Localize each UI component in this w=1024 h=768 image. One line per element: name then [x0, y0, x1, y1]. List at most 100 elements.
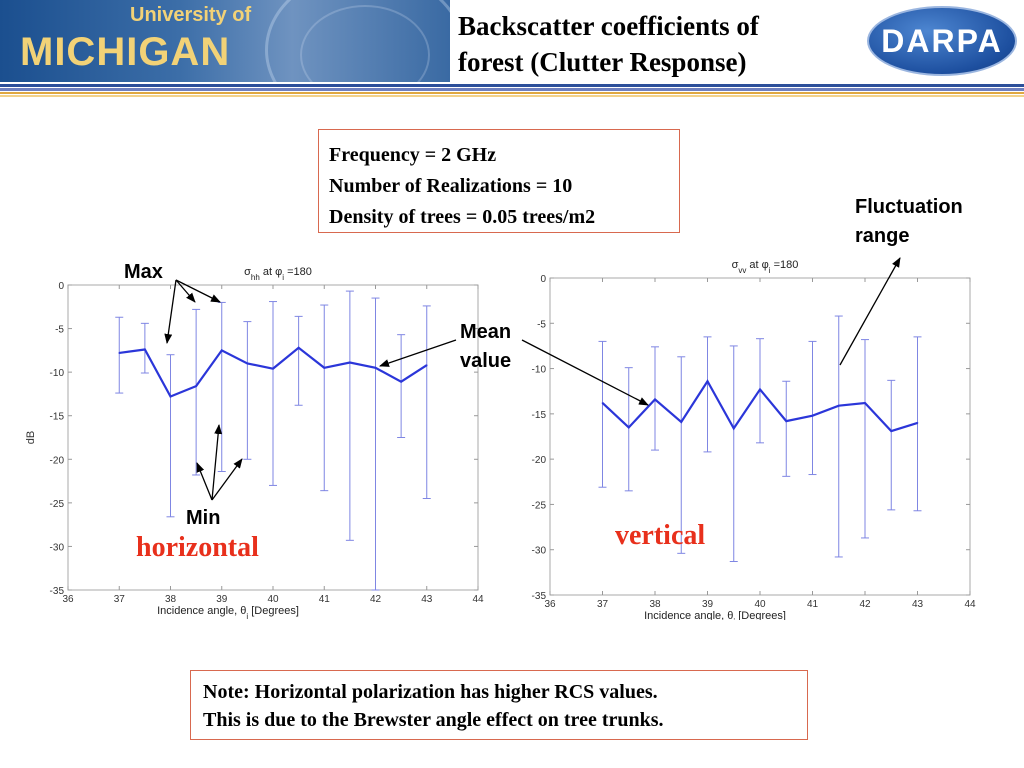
mean-point: [654, 398, 656, 401]
mean-point: [706, 380, 709, 383]
y-tick-label: -30: [50, 542, 65, 553]
x-tick-label: 36: [544, 599, 556, 610]
y-axis-label: dB: [25, 431, 37, 444]
note-box: Note: Horizontal polarization has higher…: [190, 670, 808, 740]
fluct-label-line1: Fluctuation: [855, 196, 963, 218]
y-tick-label: -5: [537, 319, 546, 330]
max-label: Max: [124, 261, 163, 283]
university-of-text: University of: [130, 4, 252, 26]
mean-label-line2: value: [460, 350, 512, 372]
mean-point: [374, 366, 377, 369]
x-tick-label: 38: [649, 599, 661, 610]
realizations-line: Number of Realizations = 10: [329, 175, 573, 197]
title-part: hh: [251, 273, 260, 282]
density-line: Density of trees = 0.05 trees/m2: [329, 206, 596, 228]
mean-point: [759, 388, 761, 391]
x-tick-label: 42: [859, 599, 871, 610]
x-label-part: Incidence angle, θ: [157, 605, 246, 617]
mean-point: [864, 402, 866, 404]
mean-point: [144, 348, 146, 351]
title-part: i: [282, 273, 284, 282]
mean-point: [220, 349, 223, 352]
darpa-logo: DARPA: [867, 6, 1017, 76]
title-part: σ: [732, 259, 739, 271]
mean-point: [811, 414, 814, 417]
mean-point: [425, 364, 428, 366]
title-part: i: [769, 266, 771, 275]
header-divider: [0, 84, 1024, 97]
title-part: =180: [284, 266, 312, 278]
x-tick-label: 36: [62, 594, 74, 605]
mean-point: [246, 362, 249, 365]
parameters-box: Frequency = 2 GHz Number of Realizations…: [318, 129, 680, 233]
x-tick-label: 39: [216, 594, 228, 605]
x-label-part: Incidence angle, θ: [644, 610, 733, 620]
x-tick-label: 37: [597, 599, 609, 610]
title-line-1: Backscatter coefficients of: [458, 11, 759, 41]
x-tick-label: 39: [702, 599, 714, 610]
x-label-part: i: [733, 617, 735, 621]
chart-title: σhh at φi =180: [244, 266, 312, 282]
mean-point: [272, 367, 274, 370]
mean-point: [680, 421, 683, 423]
mean-point: [169, 395, 172, 398]
mean-point: [837, 404, 840, 407]
x-tick-label: 41: [807, 599, 819, 610]
x-tick-label: 37: [114, 594, 126, 605]
fluctuation-range-label: Fluctuation range: [855, 193, 963, 251]
y-tick-label: -10: [50, 368, 65, 379]
x-tick-label: 42: [370, 594, 382, 605]
university-seal: [265, 0, 450, 82]
y-tick-label: -20: [50, 455, 65, 466]
y-tick-label: -15: [532, 410, 547, 421]
y-tick-label: 0: [58, 281, 64, 292]
y-tick-label: -5: [55, 325, 64, 336]
x-label-part: [Degrees]: [248, 605, 299, 617]
mean-point: [916, 422, 919, 424]
x-axis-label: Incidence angle, θi [Degrees]: [644, 610, 786, 620]
university-banner: University of MICHIGAN: [0, 0, 450, 82]
x-label-part: [Degrees]: [735, 610, 786, 620]
mean-point: [732, 427, 735, 430]
mean-point: [400, 380, 402, 383]
vertical-label: vertical: [615, 520, 706, 551]
mean-point: [323, 366, 326, 369]
x-tick-label: 44: [472, 594, 484, 605]
slide-title: Backscatter coefficients of forest (Clut…: [458, 8, 858, 80]
fluct-label-line2: range: [855, 225, 910, 247]
min-label: Min: [186, 507, 221, 529]
x-tick-label: 43: [912, 599, 924, 610]
mean-point: [118, 352, 121, 354]
title-line-2: forest (Clutter Response): [458, 47, 747, 77]
mean-value-label: Mean value: [460, 318, 511, 376]
note-line-1: Note: Horizontal polarization has higher…: [203, 681, 658, 703]
mean-point: [601, 402, 604, 404]
x-tick-label: 40: [267, 594, 279, 605]
chart-title: σvv at φi =180: [732, 259, 799, 275]
x-tick-label: 40: [754, 599, 766, 610]
title-part: at φ: [746, 259, 768, 271]
y-tick-label: -10: [532, 365, 547, 376]
y-tick-label: -35: [532, 591, 547, 602]
mean-point: [890, 430, 893, 432]
mean-label-line1: Mean: [460, 321, 512, 343]
y-tick-label: -15: [50, 412, 65, 423]
x-tick-label: 43: [421, 594, 433, 605]
horizontal-label: horizontal: [136, 532, 259, 563]
x-axis-label: Incidence angle, θi [Degrees]: [157, 605, 299, 620]
x-tick-label: 41: [319, 594, 331, 605]
title-part: vv: [738, 266, 746, 275]
mean-point: [349, 361, 351, 364]
mean-point: [195, 385, 197, 387]
title-part: σ: [244, 266, 251, 278]
frequency-line: Frequency = 2 GHz: [329, 144, 497, 166]
title-part: =180: [771, 259, 799, 271]
mean-point: [297, 346, 300, 349]
x-tick-label: 44: [964, 599, 976, 610]
x-label-part: i: [246, 612, 248, 621]
y-tick-label: -20: [532, 455, 547, 466]
x-tick-label: 38: [165, 594, 177, 605]
y-tick-label: -30: [532, 546, 547, 557]
